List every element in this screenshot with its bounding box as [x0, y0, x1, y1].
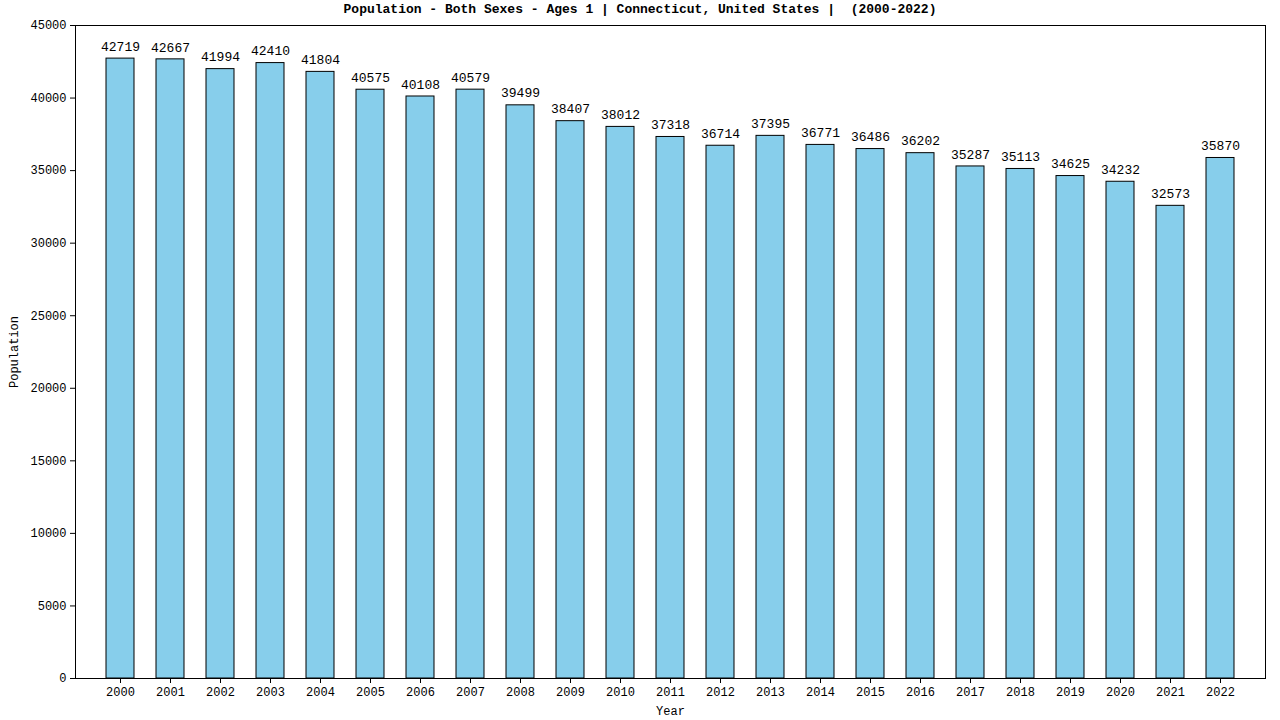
- svg-text:34232: 34232: [1101, 163, 1140, 178]
- svg-text:42719: 42719: [101, 40, 140, 55]
- svg-text:Population: Population: [8, 316, 22, 388]
- svg-text:32573: 32573: [1151, 187, 1190, 202]
- svg-text:2006: 2006: [406, 686, 435, 700]
- svg-text:34625: 34625: [1051, 157, 1090, 172]
- svg-text:2002: 2002: [206, 686, 235, 700]
- svg-text:37318: 37318: [651, 118, 690, 133]
- svg-text:40108: 40108: [401, 78, 440, 93]
- svg-text:2019: 2019: [1056, 686, 1085, 700]
- svg-text:35870: 35870: [1201, 139, 1240, 154]
- svg-text:38407: 38407: [551, 102, 590, 117]
- svg-text:2011: 2011: [656, 686, 685, 700]
- svg-text:2008: 2008: [506, 686, 535, 700]
- svg-text:2022: 2022: [1206, 686, 1235, 700]
- svg-text:2017: 2017: [956, 686, 985, 700]
- svg-text:2013: 2013: [756, 686, 785, 700]
- svg-text:36771: 36771: [801, 126, 840, 141]
- svg-text:41804: 41804: [301, 53, 340, 68]
- svg-text:45000: 45000: [30, 20, 66, 33]
- svg-text:2007: 2007: [456, 686, 485, 700]
- svg-text:36202: 36202: [901, 134, 940, 149]
- svg-text:2012: 2012: [706, 686, 735, 700]
- svg-text:30000: 30000: [30, 237, 66, 251]
- svg-text:38012: 38012: [601, 108, 640, 123]
- svg-text:37395: 37395: [751, 117, 790, 132]
- svg-text:40000: 40000: [30, 92, 66, 106]
- svg-text:2003: 2003: [256, 686, 285, 700]
- svg-text:2020: 2020: [1106, 686, 1135, 700]
- svg-text:10000: 10000: [30, 527, 66, 541]
- svg-text:40579: 40579: [451, 71, 490, 86]
- svg-text:2016: 2016: [906, 686, 935, 700]
- svg-text:20000: 20000: [30, 382, 66, 396]
- svg-text:2009: 2009: [556, 686, 585, 700]
- svg-text:2000: 2000: [106, 686, 135, 700]
- svg-text:35113: 35113: [1001, 150, 1040, 165]
- svg-text:0: 0: [59, 672, 66, 686]
- svg-text:35000: 35000: [30, 164, 66, 178]
- svg-text:42667: 42667: [151, 41, 190, 56]
- svg-text:Year: Year: [656, 705, 685, 719]
- svg-text:2004: 2004: [306, 686, 335, 700]
- svg-text:25000: 25000: [30, 310, 66, 324]
- svg-text:39499: 39499: [501, 86, 540, 101]
- svg-text:41994: 41994: [201, 50, 240, 65]
- svg-text:2014: 2014: [806, 686, 835, 700]
- svg-text:40575: 40575: [351, 71, 390, 86]
- svg-text:2010: 2010: [606, 686, 635, 700]
- svg-text:2021: 2021: [1156, 686, 1185, 700]
- svg-text:2005: 2005: [356, 686, 385, 700]
- svg-text:15000: 15000: [30, 455, 66, 469]
- svg-text:42410: 42410: [251, 44, 290, 59]
- svg-text:2001: 2001: [156, 686, 185, 700]
- svg-text:2018: 2018: [1006, 686, 1035, 700]
- svg-text:36714: 36714: [701, 127, 740, 142]
- svg-text:36486: 36486: [851, 130, 890, 145]
- svg-text:35287: 35287: [951, 148, 990, 163]
- svg-text:2015: 2015: [856, 686, 885, 700]
- svg-text:5000: 5000: [38, 600, 67, 614]
- html-text:Population - Both Sexes - Ages: Population - Both Sexes - Ages 1 | Conne…: [343, 2, 937, 17]
